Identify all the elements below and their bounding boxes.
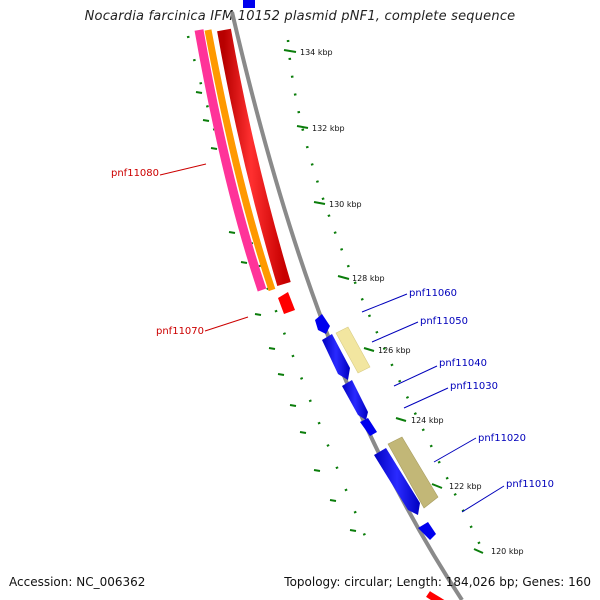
tick-label-124: 124 kbp [411, 416, 444, 425]
tick-mark [431, 483, 443, 489]
tick-label-126: 126 kbp [378, 346, 411, 355]
tick-mark-minor [195, 91, 203, 94]
backbone-arc [230, 11, 464, 600]
tick-mark-minor [254, 313, 262, 316]
tick-mark-minor [202, 119, 210, 122]
gene-arrow-pnf11070[interactable] [278, 292, 295, 314]
tick-mark-minor [240, 261, 248, 264]
callout-lines [159, 163, 505, 513]
gene-band-orange[interactable] [204, 29, 276, 292]
gene-arrow-pnf11060[interactable] [315, 314, 330, 334]
tick-mark [337, 275, 350, 280]
tick-label-132: 132 kbp [312, 124, 345, 133]
gene-bottom-red[interactable] [426, 591, 445, 600]
gene-band-red[interactable] [217, 28, 291, 286]
gene-label-pnf11050[interactable]: pnf11050 [420, 316, 468, 327]
gene-arrow-blue-bottom[interactable] [418, 522, 436, 540]
tick-mark-minor [289, 404, 297, 407]
accession-label: Accession: NC_006362 [9, 575, 146, 589]
tick-mark-minor [210, 147, 218, 150]
tick-mark [283, 49, 297, 53]
gene-top-blue[interactable] [243, 0, 255, 8]
gene-label-pnf11040[interactable]: pnf11040 [439, 358, 487, 369]
tick-mark [313, 201, 326, 205]
tick-mark-minor [228, 231, 236, 234]
gene-label-pnf11080[interactable]: pnf11080 [111, 168, 159, 179]
tick-marks [195, 49, 484, 554]
tick-mark [296, 125, 309, 129]
gene-arrow-pnf11050[interactable] [335, 326, 371, 374]
tick-mark-minor [349, 529, 357, 532]
tick-mark [395, 417, 407, 422]
tick-mark-minor [268, 347, 276, 350]
gene-arrow-pnf11030[interactable] [342, 380, 368, 420]
map-title: Nocardia farcinica IFM 10152 plasmid pNF… [84, 9, 516, 24]
tick-label-120: 120 kbp [491, 547, 524, 556]
gene-label-pnf11030[interactable]: pnf11030 [450, 381, 498, 392]
tick-label-130: 130 kbp [329, 200, 362, 209]
gene-label-pnf11010[interactable]: pnf11010 [506, 479, 554, 490]
tick-mark-minor [277, 373, 285, 376]
tick-mark-minor [299, 431, 307, 434]
gene-label-pnf11020[interactable]: pnf11020 [478, 433, 526, 444]
tick-label-122: 122 kbp [449, 482, 482, 491]
tick-label-128: 128 kbp [352, 274, 385, 283]
tick-mark-minor [313, 469, 321, 472]
gene-arrow-pnf11040[interactable] [322, 334, 350, 380]
tick-mark [473, 548, 484, 554]
gene-label-pnf11070[interactable]: pnf11070 [156, 326, 204, 337]
tick-label-134: 134 kbp [300, 48, 333, 57]
tick-mark-minor [329, 499, 337, 502]
gene-labels: pnf11080 pnf11070 pnf11060 pnf11050 pnf1… [111, 168, 554, 490]
gene-band-pink[interactable] [194, 29, 267, 292]
tick-labels: 134 kbp 132 kbp 130 kbp 128 kbp 126 kbp … [300, 48, 524, 556]
gene-label-pnf11060[interactable]: pnf11060 [409, 288, 457, 299]
summary-label: Topology: circular; Length: 184,026 bp; … [284, 575, 591, 589]
gene-arrow-blue-small[interactable] [360, 418, 377, 436]
gene-arrow-pnf11010[interactable] [374, 448, 420, 515]
gene-arrow-pnf11020[interactable] [387, 436, 439, 509]
tick-mark [363, 347, 375, 352]
